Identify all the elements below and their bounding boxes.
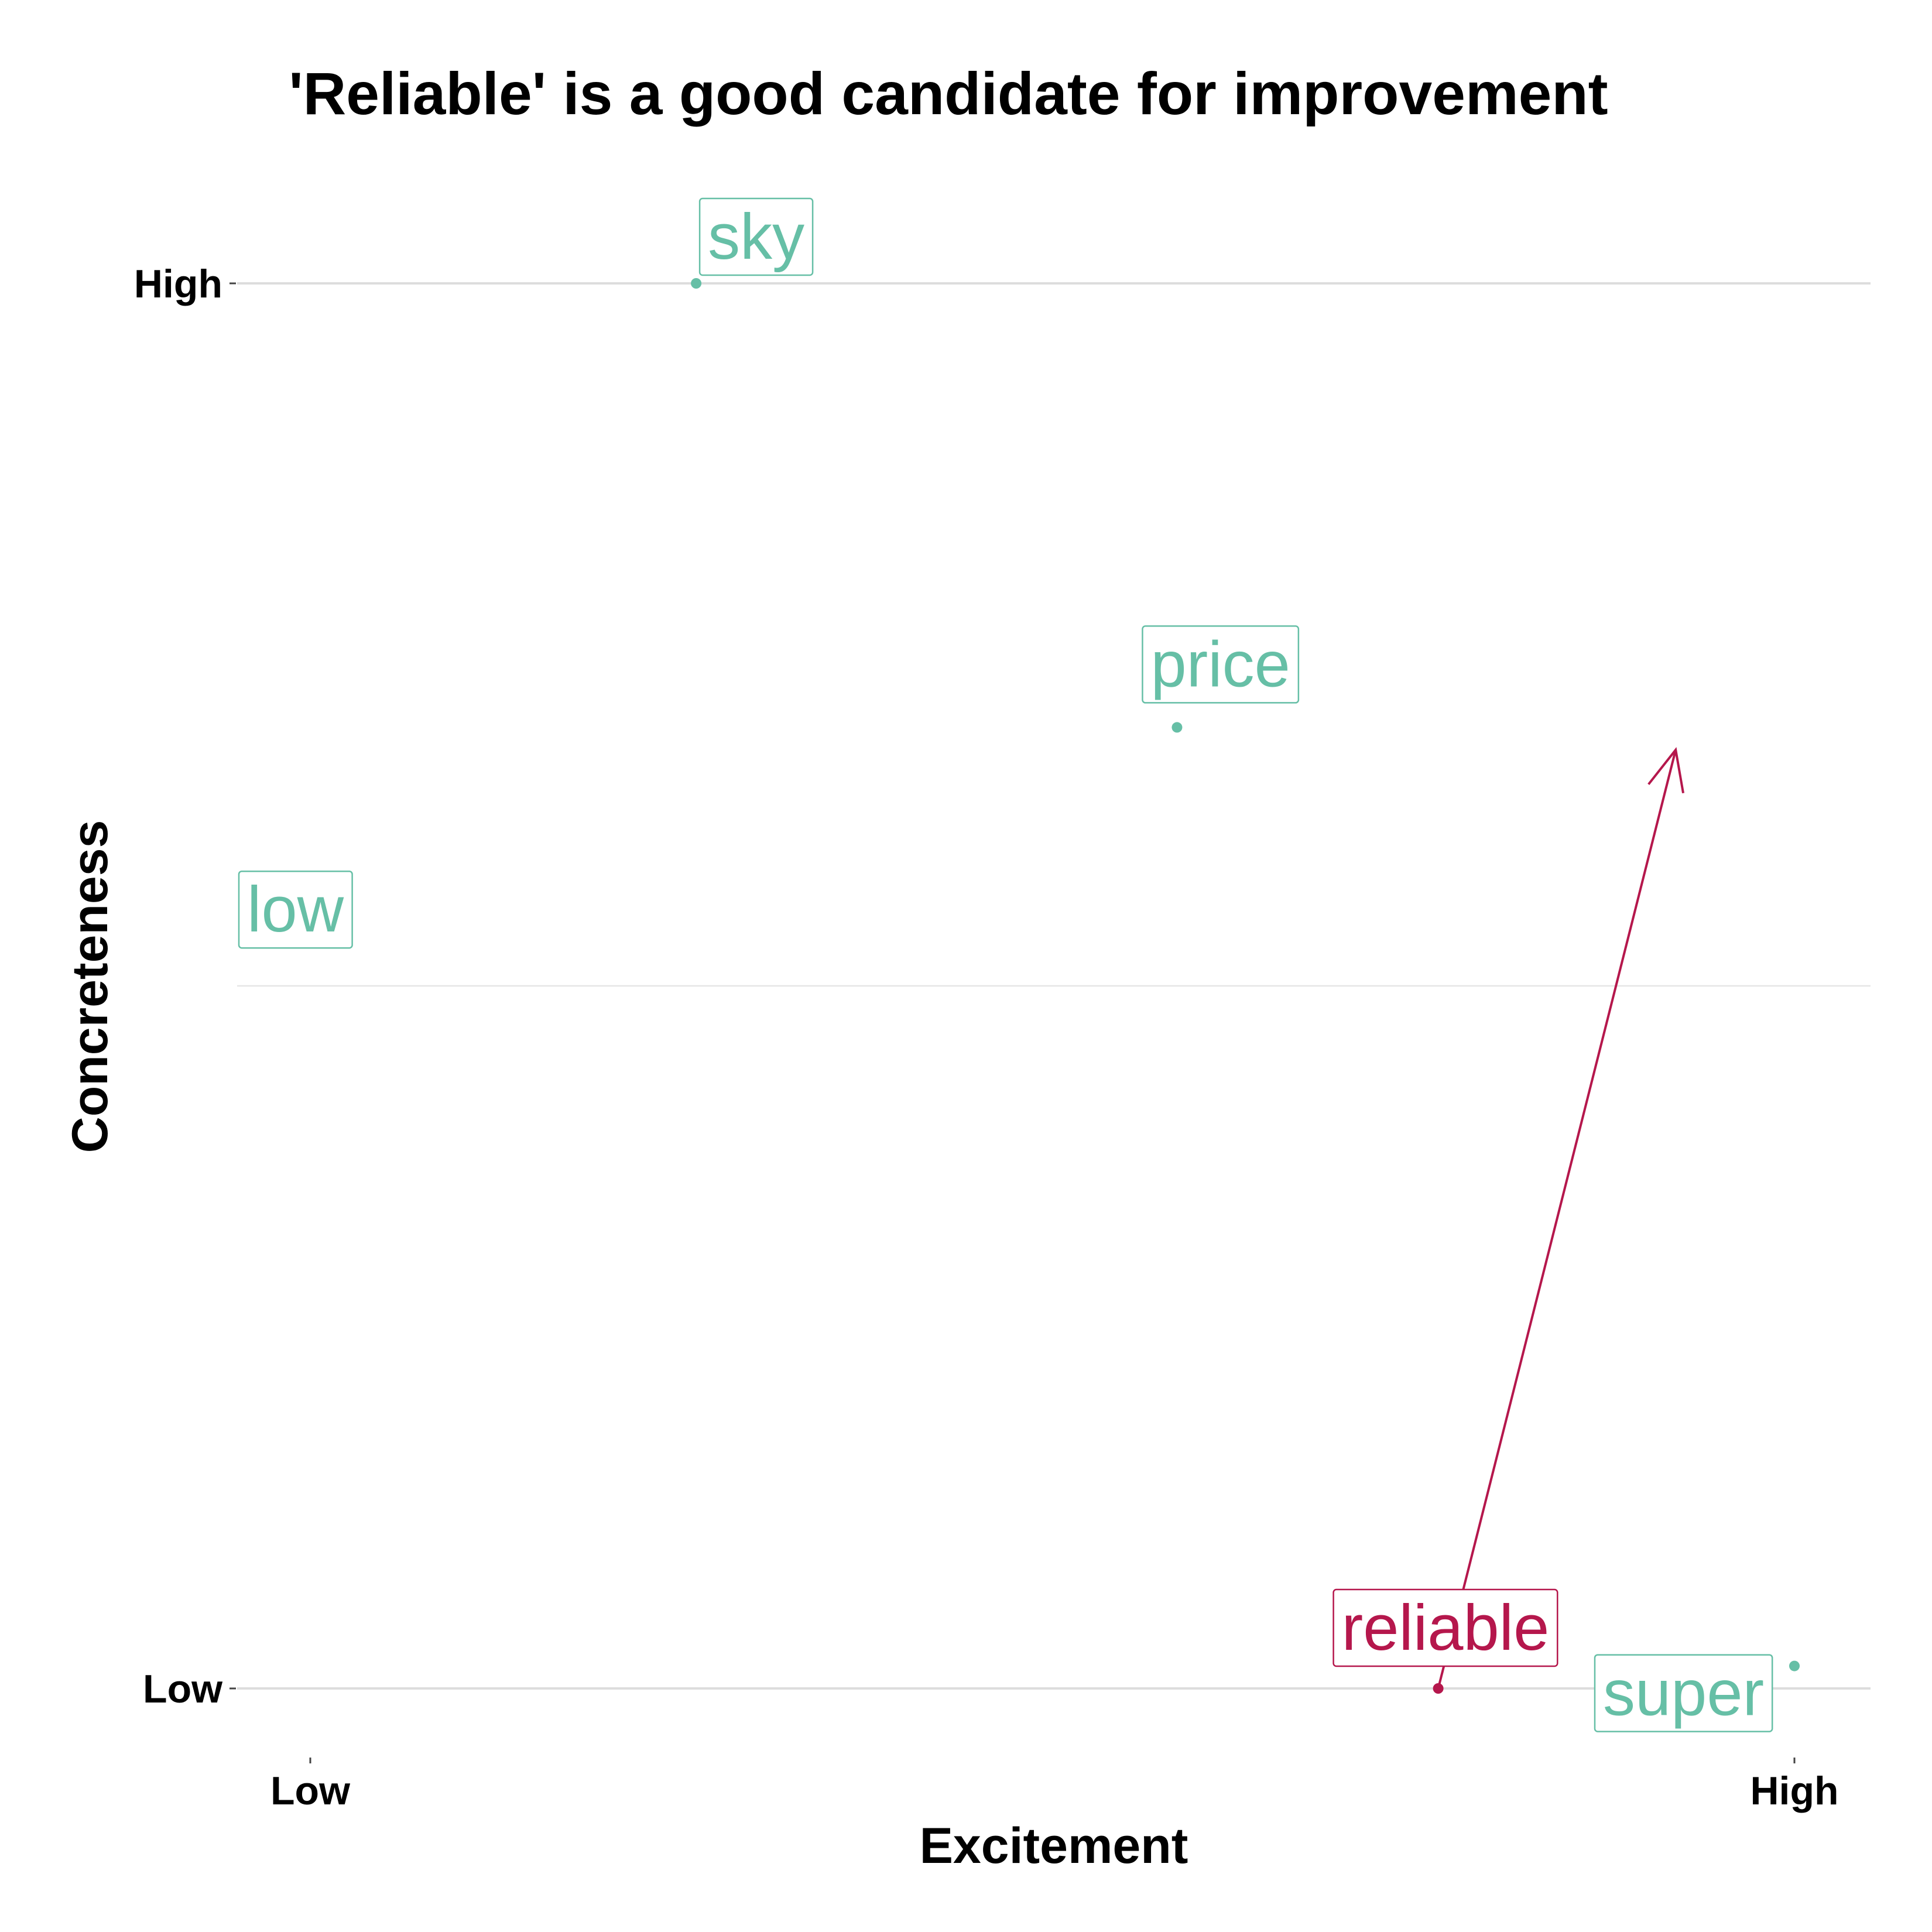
point-group-price: price: [1142, 625, 1300, 733]
point-group-low: low: [238, 870, 353, 949]
label-box: [1142, 625, 1300, 704]
y-axis-title: Concreteness: [62, 820, 118, 1153]
y-tick-label: High: [134, 262, 222, 306]
point-label: reliable: [1342, 1592, 1550, 1664]
point-label: low: [247, 873, 344, 946]
improvement-arrow: [1437, 749, 1677, 1689]
point-group-sky: sky: [691, 197, 814, 289]
data-point: [691, 278, 702, 289]
point-group-super: super: [1594, 1654, 1800, 1732]
x-axis-title: Excitement: [920, 1818, 1188, 1874]
gridlines: [237, 282, 1871, 1690]
x-tick-label: High: [1750, 1769, 1838, 1813]
axis-ticks: Low High Low High: [134, 262, 1839, 1813]
chart-title: 'Reliable' is a good candidate for impro…: [289, 60, 1608, 127]
arrow-head: [1647, 747, 1685, 794]
point-label: sky: [708, 201, 804, 273]
point-group-reliable: reliable: [1332, 1588, 1558, 1694]
x-tick-label: Low: [270, 1769, 351, 1813]
y-tick-label: Low: [143, 1667, 223, 1711]
label-box: [238, 870, 353, 949]
label-box: [1332, 1588, 1558, 1667]
label-box: [698, 197, 814, 276]
point-label: price: [1150, 628, 1290, 700]
point-label: super: [1603, 1657, 1764, 1729]
data-point: [1789, 1660, 1800, 1671]
data-points: sky price low reliable super: [238, 197, 1800, 1732]
data-point: [1433, 1683, 1444, 1694]
arrow-layer: [1437, 747, 1685, 1689]
label-box: [1594, 1654, 1773, 1732]
data-point: [1171, 722, 1183, 733]
